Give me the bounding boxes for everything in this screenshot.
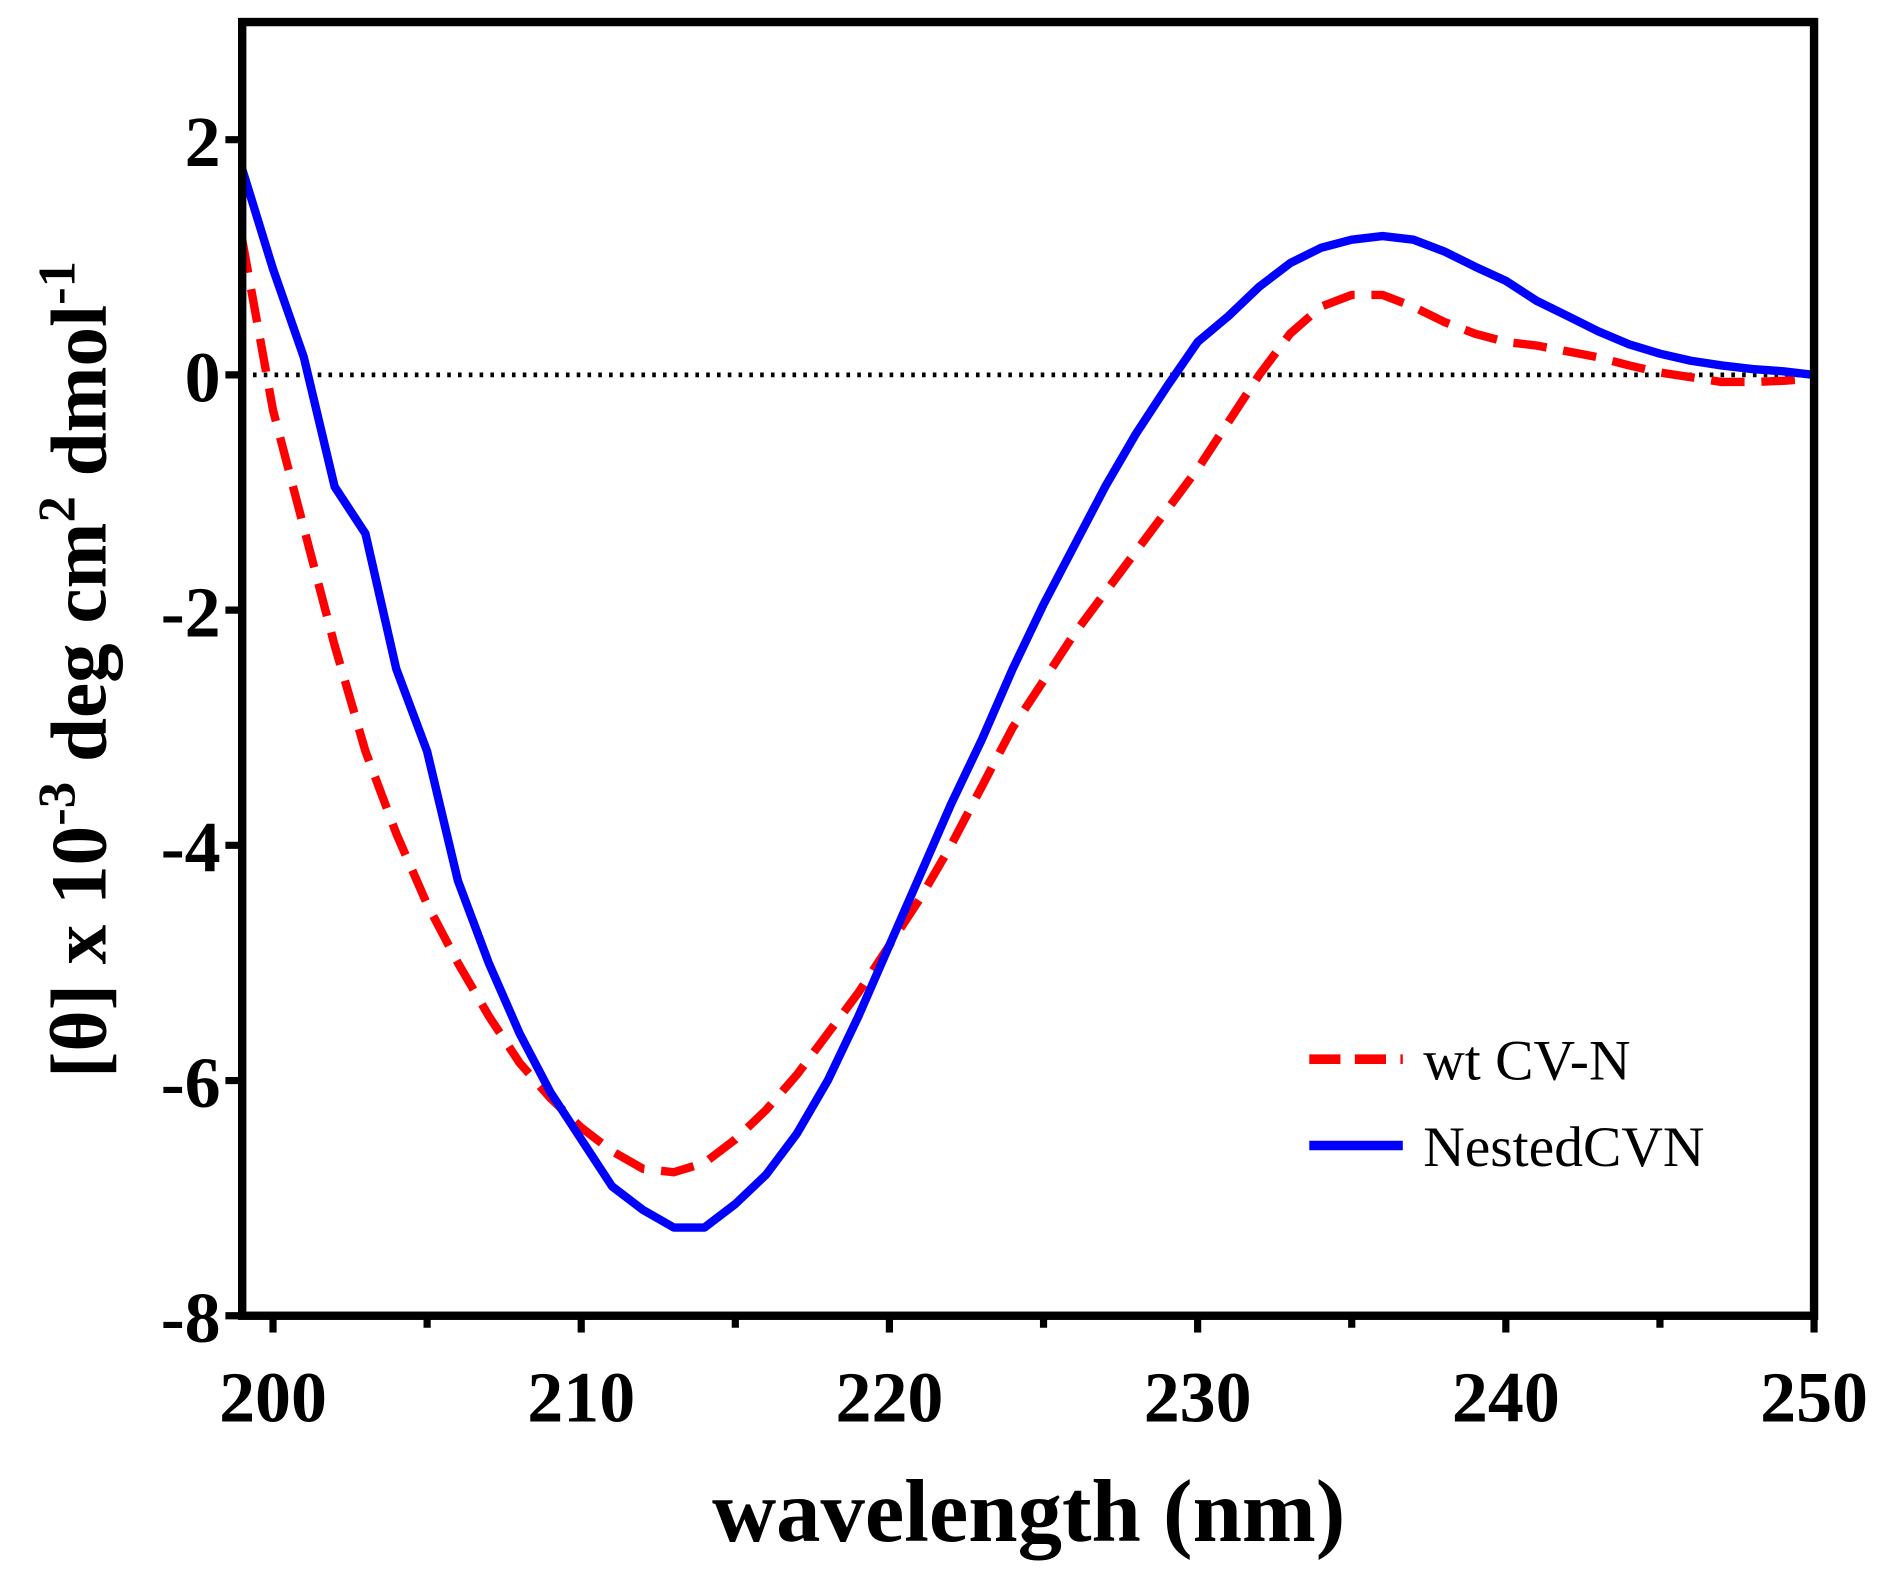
y-label-sup: -1 bbox=[28, 261, 86, 305]
x-tick-label: 210 bbox=[527, 1357, 635, 1437]
x-axis: 200 210 220 230 240 250 bbox=[219, 1315, 1868, 1437]
y-label-part: deg cm bbox=[36, 523, 124, 782]
y-axis-label: [θ] x 10-3 deg cm2 dmol-1 bbox=[28, 261, 123, 1078]
y-tick-label: 2 bbox=[185, 102, 221, 182]
y-label-part: [θ] x 10 bbox=[36, 826, 124, 1078]
x-tick-label: 230 bbox=[1144, 1357, 1252, 1437]
y-tick-label: -6 bbox=[161, 1043, 221, 1123]
y-axis: 2 0 -2 -4 -6 -8 bbox=[161, 102, 243, 1358]
y-tick-label: 0 bbox=[185, 337, 221, 417]
y-tick-label: -2 bbox=[161, 572, 221, 652]
y-tick-label: -8 bbox=[161, 1278, 221, 1358]
series-line-wt-cv-n bbox=[238, 238, 1815, 1177]
legend-label-wt-cvn: wt CV-N bbox=[1423, 1030, 1630, 1093]
x-tick-label: 240 bbox=[1452, 1357, 1560, 1437]
x-tick-label: 200 bbox=[219, 1357, 327, 1437]
series-line-nestedcvn bbox=[238, 167, 1815, 1232]
x-axis-label: wavelength (nm) bbox=[712, 1463, 1345, 1561]
series-group bbox=[238, 167, 1815, 1232]
x-tick-label: 220 bbox=[835, 1357, 943, 1437]
legend: wt CV-N NestedCVN bbox=[1309, 1030, 1705, 1179]
y-label-part: dmol bbox=[36, 305, 124, 496]
y-tick-label: -4 bbox=[161, 808, 221, 888]
y-label-sup: 2 bbox=[28, 496, 86, 522]
plot-frame bbox=[237, 17, 1819, 1320]
y-label-sup: -3 bbox=[28, 782, 86, 826]
x-tick-label: 250 bbox=[1760, 1357, 1868, 1437]
legend-label-nestedcvn: NestedCVN bbox=[1423, 1116, 1704, 1179]
